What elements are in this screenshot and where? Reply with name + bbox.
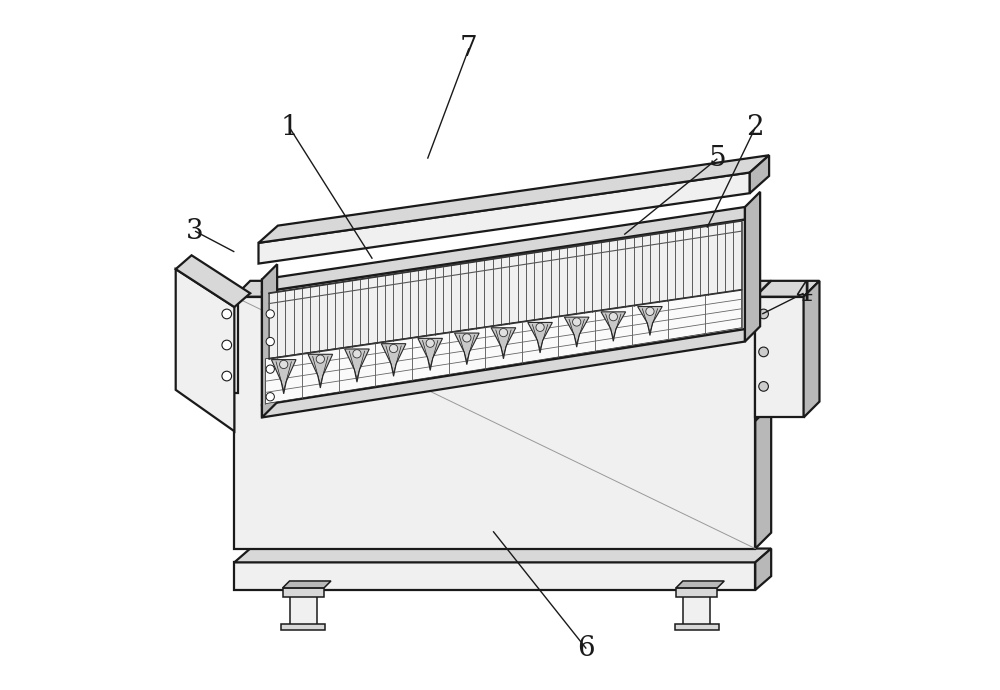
Circle shape bbox=[573, 318, 581, 326]
Text: 1: 1 bbox=[281, 114, 298, 141]
Circle shape bbox=[266, 365, 274, 373]
Polygon shape bbox=[217, 297, 238, 393]
Circle shape bbox=[759, 382, 768, 391]
Circle shape bbox=[426, 339, 434, 347]
Polygon shape bbox=[234, 549, 771, 562]
Polygon shape bbox=[176, 255, 250, 307]
Polygon shape bbox=[262, 329, 745, 417]
Polygon shape bbox=[676, 588, 717, 597]
Circle shape bbox=[353, 350, 361, 358]
Polygon shape bbox=[683, 590, 710, 628]
Circle shape bbox=[536, 323, 544, 331]
Circle shape bbox=[389, 344, 398, 353]
Polygon shape bbox=[281, 624, 325, 630]
Circle shape bbox=[463, 334, 471, 342]
Circle shape bbox=[609, 313, 617, 321]
Text: 7: 7 bbox=[460, 34, 478, 62]
Polygon shape bbox=[345, 349, 369, 382]
Polygon shape bbox=[675, 624, 719, 630]
Text: 3: 3 bbox=[186, 217, 204, 245]
Polygon shape bbox=[601, 312, 626, 342]
Polygon shape bbox=[234, 297, 755, 549]
Polygon shape bbox=[755, 297, 804, 417]
Polygon shape bbox=[638, 306, 662, 335]
Polygon shape bbox=[755, 281, 771, 549]
Polygon shape bbox=[258, 155, 769, 243]
Circle shape bbox=[759, 309, 768, 319]
Polygon shape bbox=[265, 290, 742, 404]
Polygon shape bbox=[283, 588, 324, 597]
Polygon shape bbox=[234, 281, 771, 297]
Polygon shape bbox=[564, 317, 589, 347]
Circle shape bbox=[316, 355, 324, 363]
Polygon shape bbox=[491, 328, 516, 359]
Polygon shape bbox=[676, 581, 724, 588]
Polygon shape bbox=[528, 322, 552, 353]
Text: 6: 6 bbox=[577, 635, 595, 662]
Circle shape bbox=[499, 328, 508, 337]
Polygon shape bbox=[381, 344, 406, 376]
Circle shape bbox=[646, 307, 654, 315]
Polygon shape bbox=[269, 221, 742, 359]
Polygon shape bbox=[745, 192, 760, 342]
Circle shape bbox=[759, 347, 768, 357]
Polygon shape bbox=[755, 549, 771, 590]
Polygon shape bbox=[750, 155, 769, 193]
Polygon shape bbox=[176, 269, 234, 431]
Polygon shape bbox=[418, 338, 443, 371]
Polygon shape bbox=[755, 281, 819, 297]
Circle shape bbox=[266, 310, 274, 318]
Circle shape bbox=[266, 393, 274, 401]
Polygon shape bbox=[262, 219, 745, 405]
Text: 5: 5 bbox=[709, 145, 726, 172]
Circle shape bbox=[222, 309, 232, 319]
Circle shape bbox=[222, 340, 232, 350]
Polygon shape bbox=[290, 590, 317, 628]
Circle shape bbox=[266, 337, 274, 346]
Polygon shape bbox=[262, 207, 745, 292]
Polygon shape bbox=[262, 264, 277, 417]
Polygon shape bbox=[283, 581, 331, 588]
Circle shape bbox=[222, 371, 232, 381]
Text: 4: 4 bbox=[795, 279, 812, 307]
Polygon shape bbox=[455, 333, 479, 364]
Polygon shape bbox=[804, 281, 819, 417]
Polygon shape bbox=[271, 359, 296, 394]
Polygon shape bbox=[755, 281, 771, 421]
Text: 2: 2 bbox=[746, 114, 764, 141]
Circle shape bbox=[280, 360, 288, 368]
Polygon shape bbox=[234, 562, 755, 590]
Polygon shape bbox=[308, 354, 333, 388]
Polygon shape bbox=[258, 172, 750, 264]
